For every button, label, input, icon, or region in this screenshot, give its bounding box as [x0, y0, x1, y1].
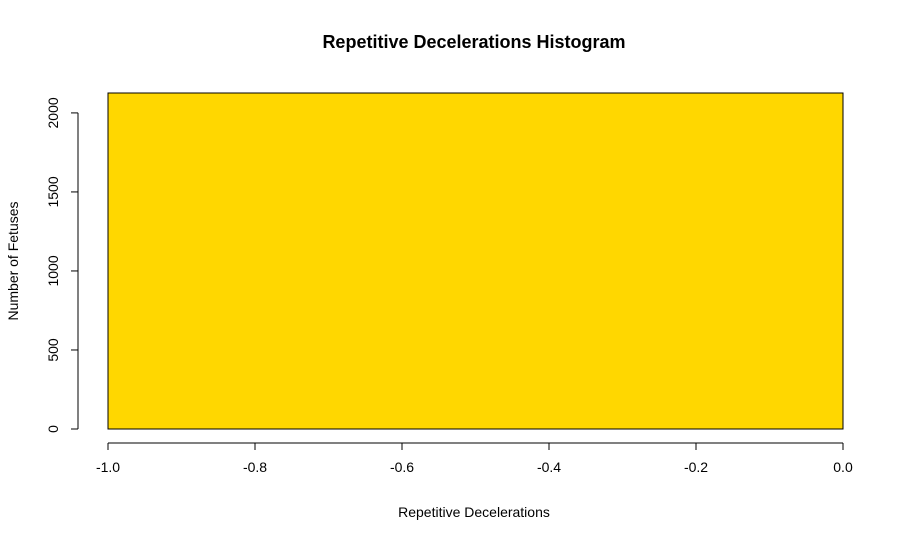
- y-tick-label: 2000: [45, 97, 61, 128]
- histogram-bar: [107, 92, 844, 430]
- y-axis: 0 500 1000 1500 2000: [45, 97, 79, 433]
- x-tick-label: -0.2: [684, 459, 708, 475]
- y-tick-label: 0: [45, 425, 61, 433]
- y-tick-label: 1000: [45, 255, 61, 286]
- x-tick-label: -1.0: [96, 459, 120, 475]
- y-axis-label: Number of Fetuses: [5, 201, 21, 320]
- x-axis-label: Repetitive Decelerations: [398, 504, 550, 520]
- y-tick-label: 1500: [45, 176, 61, 207]
- x-tick-label: -0.8: [243, 459, 267, 475]
- x-tick-label: -0.6: [390, 459, 414, 475]
- chart-title: Repetitive Decelerations Histogram: [322, 32, 625, 52]
- bars-group: [107, 92, 844, 430]
- x-tick-label: 0.0: [833, 459, 853, 475]
- y-tick-label: 500: [45, 338, 61, 362]
- x-tick-label: -0.4: [537, 459, 561, 475]
- x-axis: -1.0 -0.8 -0.6 -0.4 -0.2 0.0: [96, 442, 853, 475]
